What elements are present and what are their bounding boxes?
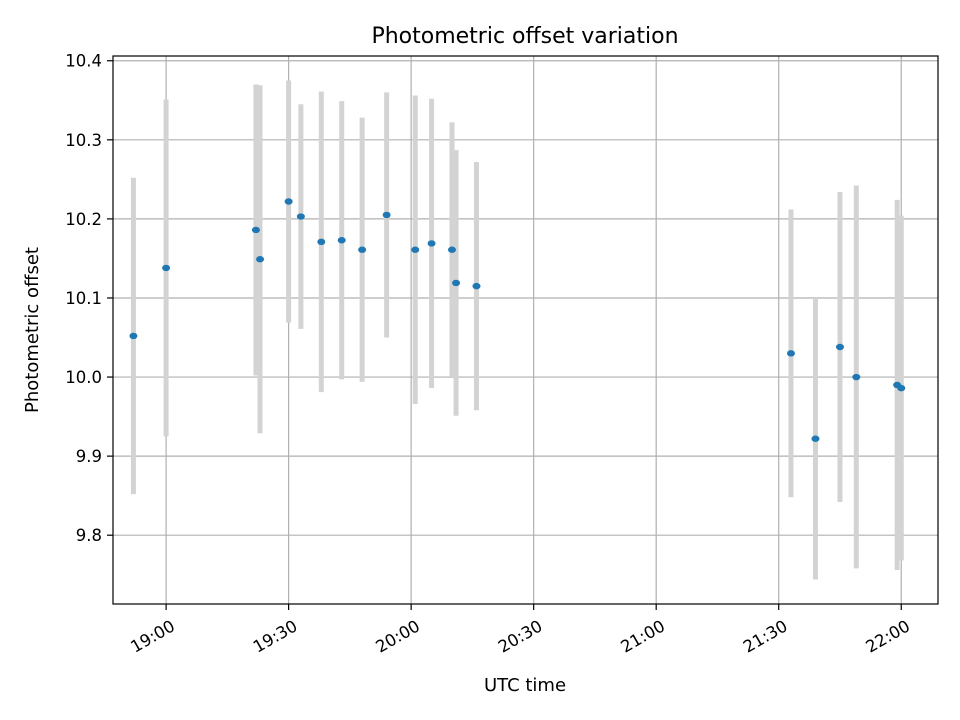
plot-frame — [112, 55, 939, 605]
data-point — [427, 240, 436, 247]
data-point — [296, 213, 305, 220]
data-point — [337, 237, 346, 244]
y-tick-label: 10.2 — [65, 210, 102, 229]
y-tick-label: 10.1 — [65, 289, 102, 308]
data-point — [852, 373, 861, 381]
data-point — [284, 198, 293, 205]
y-axis-label: Photometric offset — [22, 247, 43, 413]
data-point — [452, 279, 461, 287]
data-points — [129, 198, 906, 442]
data-point — [411, 246, 420, 253]
data-point — [129, 332, 138, 340]
y-tick-label: 10.4 — [65, 52, 102, 71]
data-point — [256, 256, 265, 263]
data-point — [472, 282, 481, 290]
chart-title: Photometric offset variation — [371, 24, 678, 49]
y-tick-label: 9.8 — [76, 526, 102, 545]
y-tick-label: 10.3 — [65, 131, 102, 150]
y-tick-label: 9.9 — [76, 447, 102, 466]
data-point — [358, 246, 367, 253]
data-point — [251, 226, 260, 234]
data-point — [835, 343, 844, 351]
data-point — [811, 435, 820, 442]
data-point — [317, 238, 326, 246]
data-point — [162, 264, 171, 272]
y-axis-ticks: 9.8 9.9 10.0 10.1 10.2 10.3 10.4 — [65, 52, 113, 545]
grid-lines — [113, 56, 938, 604]
data-point — [897, 384, 906, 392]
y-tick-label: 10.0 — [65, 368, 102, 387]
data-point — [382, 211, 391, 219]
data-point — [786, 350, 795, 357]
x-axis-label: UTC time — [484, 675, 566, 696]
data-point — [447, 246, 456, 253]
